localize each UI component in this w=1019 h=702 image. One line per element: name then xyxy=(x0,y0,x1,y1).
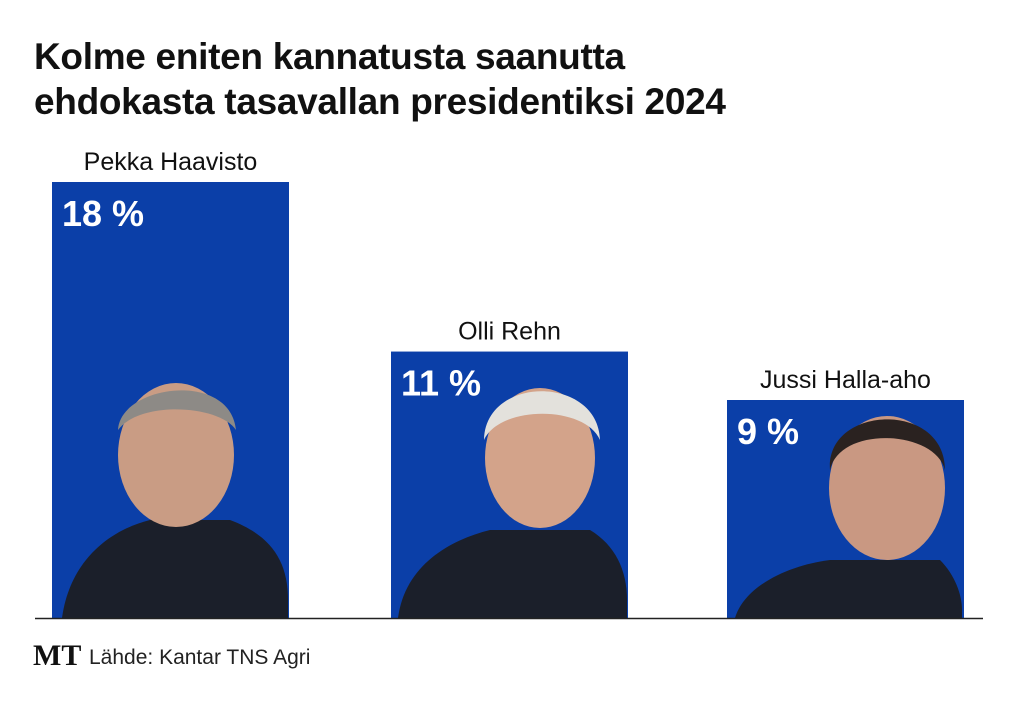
category-label: Jussi Halla-aho xyxy=(760,366,931,394)
portraits xyxy=(62,383,962,618)
labels: Pekka Haavisto 18 % Olli Rehn 11 % Jussi Hal… xyxy=(62,148,931,452)
portrait-hair xyxy=(829,419,945,470)
portrait-suit xyxy=(735,560,962,618)
portrait-suit xyxy=(62,520,288,618)
portrait-hair xyxy=(118,390,236,430)
portrait-hair xyxy=(484,391,600,440)
category-label: Olli Rehn xyxy=(458,318,561,346)
value-label: 18 % xyxy=(62,193,144,234)
portrait-face xyxy=(485,388,595,528)
chart-title: Kolme eniten kannatusta saanutta ehdokas… xyxy=(34,36,726,122)
portrait-face xyxy=(118,383,234,527)
portrait-suit xyxy=(398,530,627,618)
source: Lähde: Kantar TNS Agri xyxy=(89,646,310,669)
portrait-face xyxy=(829,416,945,560)
value-label: 11 % xyxy=(401,363,481,404)
category-label: Pekka Haavisto xyxy=(84,148,258,176)
logo: MT xyxy=(33,639,81,672)
value-label: 9 % xyxy=(737,411,799,452)
